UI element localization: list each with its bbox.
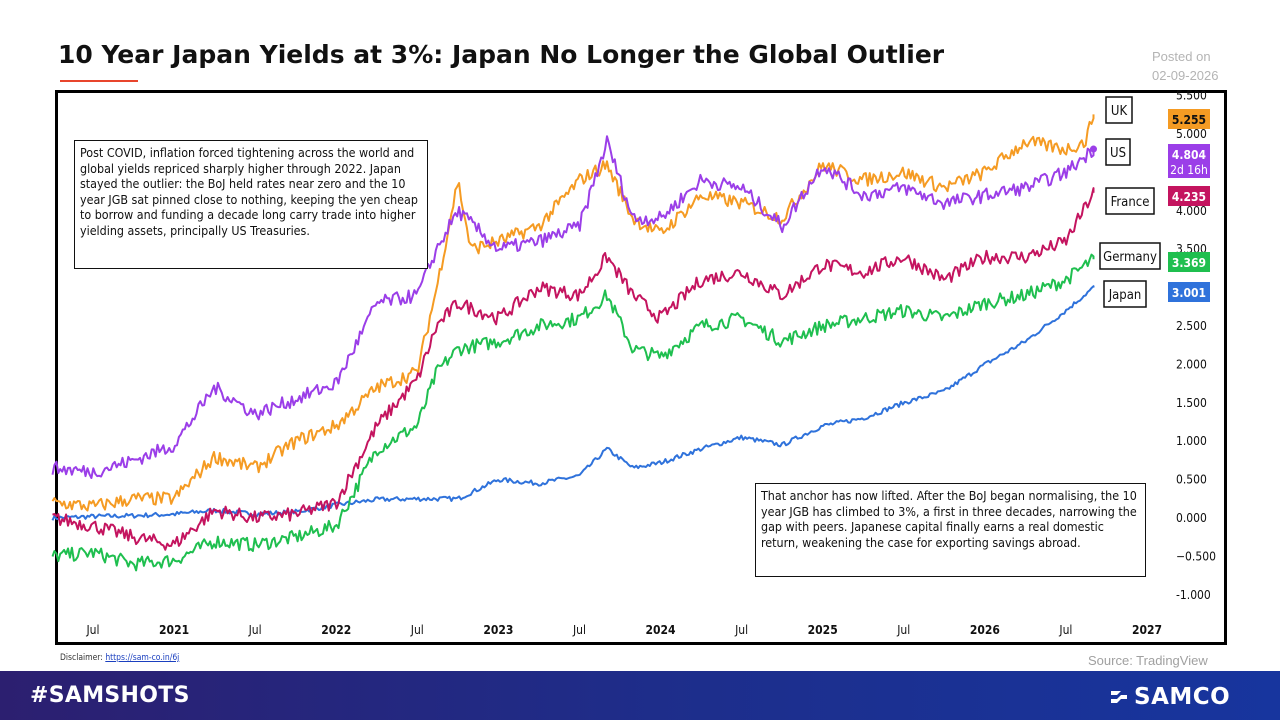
posted-date-value: 02-09-2026 [1152,68,1219,83]
legend-box-japan [1103,280,1147,308]
series-line-uk [51,114,1095,512]
title-underline [60,80,138,82]
legend-box-france [1105,187,1155,215]
x-tick-label: Jul [734,623,748,637]
x-tick-label: 2025 [808,623,838,637]
x-tick-label: Jul [896,623,910,637]
disclaimer: Disclaimer: https://sam-co.in/6j [60,653,179,663]
x-tick-label: Jul [572,623,586,637]
x-tick-label: 2027 [1132,623,1162,637]
x-tick-label: 2026 [970,623,1000,637]
hashtag: #SAMSHOTS [30,683,190,708]
y-tick-label: 2.000 [1176,357,1207,371]
series-line-us [51,135,1095,479]
value-badge-japan [1168,282,1210,302]
samco-icon [1111,691,1127,703]
legend-label-germany: Germany [1103,250,1157,265]
x-tick-label: Jul [85,623,99,637]
y-tick-label: 1.000 [1176,434,1207,448]
y-tick-label: −0.500 [1176,549,1216,563]
x-tick-label: Jul [1058,623,1072,637]
x-tick-label: 2024 [646,623,677,637]
page-title: 10 Year Japan Yields at 3%: Japan No Lon… [58,40,945,69]
legend-box-uk [1105,96,1133,124]
value-label-uk: 5.255 [1172,113,1206,127]
us-end-point [1089,145,1097,153]
x-tick-label: Jul [410,623,424,637]
y-tick-label: 0.500 [1176,473,1207,487]
value-badge-us [1168,144,1210,178]
posted-date: Posted on 02-09-2026 [1152,47,1219,85]
y-tick-label: 1.500 [1176,396,1207,410]
footer-bar [0,671,1280,720]
x-tick-label: 2023 [483,623,513,637]
value-label-us: 4.804 [1172,148,1207,162]
series-line-germany [51,253,1095,572]
legend-label-france: France [1111,195,1150,210]
annotation-right: That anchor has now lifted. After the Bo… [755,483,1146,577]
value-badge-germany [1168,252,1210,272]
value-label-japan: 3.001 [1172,286,1206,300]
disclaimer-link[interactable]: https://sam-co.in/6j [105,653,180,663]
value-label-france: 4.235 [1172,190,1206,204]
value-badge-uk [1168,109,1210,129]
posted-label: Posted on [1152,49,1211,64]
disclaimer-label: Disclaimer: [60,653,103,663]
legend-label-us: US [1110,146,1126,161]
x-tick-label: 2022 [321,623,351,637]
brand-logo: SAMCO [1108,683,1230,711]
legend-box-germany [1099,242,1161,270]
x-tick-label: 2021 [159,623,189,637]
value-label-germany: 3.369 [1172,256,1206,270]
y-tick-label: 5.000 [1176,127,1207,141]
brand-name: SAMCO [1134,684,1231,710]
source-credit: Source: TradingView [1088,653,1208,668]
y-tick-label: 5.500 [1176,89,1207,103]
series-line-france [52,187,1095,551]
x-tick-label: Jul [248,623,262,637]
y-tick-label: 2.500 [1176,319,1207,333]
legend-label-uk: UK [1111,104,1128,119]
value-badge-france [1168,186,1210,206]
legend-label-japan: Japan [1108,288,1142,303]
annotation-left: Post COVID, inflation forced tightening … [74,140,428,269]
y-tick-label: 0.000 [1176,511,1207,525]
legend-box-us [1105,138,1131,166]
countdown-label-us: 2d 16h [1170,163,1208,177]
y-tick-label: 4.000 [1176,204,1207,218]
y-tick-label: -1.000 [1176,588,1211,602]
